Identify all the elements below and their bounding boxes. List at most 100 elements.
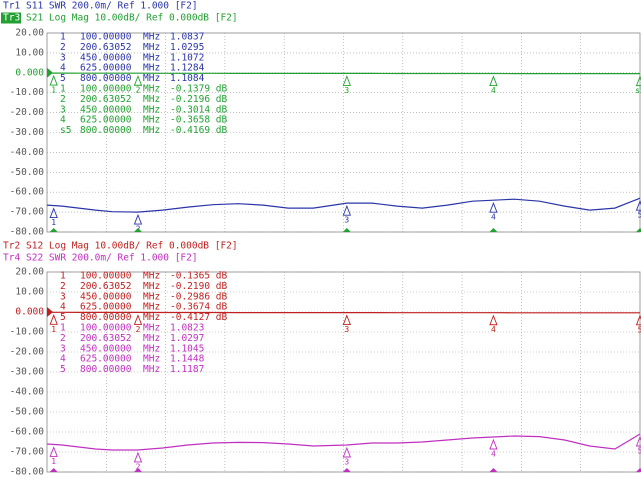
marker-table-reading: 1.1084: [170, 73, 205, 84]
marker-table-unit: MHz: [143, 312, 160, 323]
marker-number: 1: [51, 325, 56, 334]
marker-table-frequency: 100.00000: [80, 323, 132, 334]
marker-table-unit: MHz: [143, 333, 160, 344]
marker-number: 1: [51, 86, 56, 95]
marker-number: 3: [344, 86, 349, 95]
marker-triangle: [133, 451, 143, 463]
y-tick-label: 0.000: [15, 307, 44, 318]
y-tick-label: 10.00: [15, 287, 44, 298]
marker-table-reading: -0.3658 dB: [170, 115, 227, 126]
axis-marker: [342, 228, 351, 232]
marker-table-unit: MHz: [143, 125, 160, 136]
y-tick-label: 10.00: [15, 47, 44, 58]
axis-marker: [636, 228, 641, 232]
y-tick-label: -30.00: [10, 127, 45, 138]
axis-marker: [489, 228, 498, 232]
marker-table-frequency: 200.63052: [80, 281, 131, 292]
y-tick-label: 20.00: [15, 267, 44, 278]
axis-marker: [49, 228, 58, 232]
y-tick-label: -20.00: [10, 107, 45, 118]
marker-table-unit: MHz: [143, 281, 160, 292]
y-tick-label: -70.00: [10, 447, 45, 458]
y-tick-label: -80.00: [10, 467, 45, 478]
marker-triangle: [635, 435, 641, 447]
marker-table-unit: MHz: [143, 63, 160, 74]
marker-number: 3: [344, 325, 349, 334]
y-tick-label: -50.00: [10, 407, 45, 418]
marker-number: 1: [51, 457, 56, 466]
marker-table-unit: MHz: [143, 302, 160, 313]
marker-table-frequency: 800.00000: [80, 73, 132, 84]
marker-table-unit: MHz: [143, 52, 160, 63]
y-tick-label: -10.00: [10, 87, 45, 98]
marker-table-id: 5: [60, 73, 66, 84]
marker-triangle: [133, 74, 143, 86]
marker-triangle: [49, 207, 58, 219]
marker-table-reading: 1.1072: [170, 52, 204, 63]
marker-triangle: [49, 446, 58, 457]
marker-table-reading: 1.1187: [170, 364, 204, 375]
y-tick-label: -20.00: [10, 347, 45, 358]
axis-marker: [49, 468, 58, 472]
marker-table-frequency: 625.00000: [80, 115, 132, 126]
marker-table-reading: -0.4169 dB: [170, 125, 227, 136]
marker-table-reading: -0.2196 dB: [170, 94, 227, 105]
marker-table-reading: 1.0837: [170, 32, 204, 43]
marker-triangle: [133, 314, 143, 325]
marker-number: 3: [344, 458, 349, 467]
trace-setting: S21 Log Mag 10.00dB/ Ref 0.000dB [F2]: [26, 13, 238, 24]
marker-triangle: [489, 201, 498, 213]
y-tick-label: -60.00: [10, 427, 45, 438]
marker-table-id: 4: [60, 115, 66, 126]
marker-table-id: 5: [60, 364, 66, 375]
marker-table-id: 2: [60, 42, 66, 53]
marker-number: 2: [136, 86, 141, 95]
marker-table-frequency: 625.00000: [80, 302, 132, 313]
y-tick-label: -10.00: [10, 327, 45, 338]
trace-id: Tr1: [3, 1, 20, 12]
marker-table-unit: MHz: [143, 42, 160, 53]
marker-table-frequency: 800.00000: [80, 364, 132, 375]
marker-table-reading: 1.1448: [170, 354, 205, 365]
marker-table-unit: MHz: [143, 271, 160, 282]
marker-table-id: 1: [60, 271, 66, 282]
trace: [46, 197, 641, 213]
trace-setting: S22 SWR 200.0m/ Ref 1.000 [F2]: [26, 253, 198, 264]
marker-table-frequency: 450.00000: [80, 104, 132, 115]
marker-table-id: 1: [60, 323, 66, 334]
marker-number: 2: [136, 462, 141, 471]
marker-triangle: [342, 204, 352, 216]
marker-table-unit: MHz: [143, 291, 160, 302]
marker-table-id: 2: [60, 333, 66, 344]
marker-number: 2: [136, 325, 141, 334]
marker-table-frequency: 200.63052: [80, 94, 131, 105]
marker-table-frequency: 100.00000: [80, 271, 132, 282]
marker-number: 4: [491, 325, 496, 334]
marker-table-id: 5: [60, 312, 66, 323]
marker-table-id: s5: [60, 125, 71, 136]
marker-table-unit: MHz: [143, 73, 160, 84]
marker-table-reading: -0.1379 dB: [170, 84, 227, 95]
marker-table-reading: 1.0823: [170, 323, 204, 334]
marker-table-frequency: 450.00000: [80, 52, 132, 63]
marker-triangle: [342, 446, 352, 458]
marker-number: 5: [638, 325, 641, 334]
marker-table-unit: MHz: [143, 364, 160, 375]
marker-triangle: [49, 314, 58, 325]
marker-table-reading: 1.0297: [170, 333, 204, 344]
y-tick-label: -60.00: [10, 187, 45, 198]
marker-table-reading: 1.1045: [170, 343, 204, 354]
marker-table-unit: MHz: [143, 343, 160, 354]
marker-table-frequency: 200.63052: [80, 333, 131, 344]
marker-table-frequency: 100.00000: [80, 32, 132, 43]
marker-table-frequency: 800.00000: [80, 312, 132, 323]
marker-triangle: [342, 75, 352, 86]
marker-table-frequency: 450.00000: [80, 291, 132, 302]
trace-setting: S11 SWR 200.0m/ Ref 1.000 [F2]: [26, 1, 198, 12]
marker-table-reading: -0.3014 dB: [170, 104, 227, 115]
marker-table-unit: MHz: [143, 84, 160, 95]
marker-table-id: 4: [60, 302, 66, 313]
marker-table-frequency: 625.00000: [80, 354, 132, 365]
marker-table-id: 1: [60, 32, 66, 43]
marker-table-unit: MHz: [143, 115, 160, 126]
